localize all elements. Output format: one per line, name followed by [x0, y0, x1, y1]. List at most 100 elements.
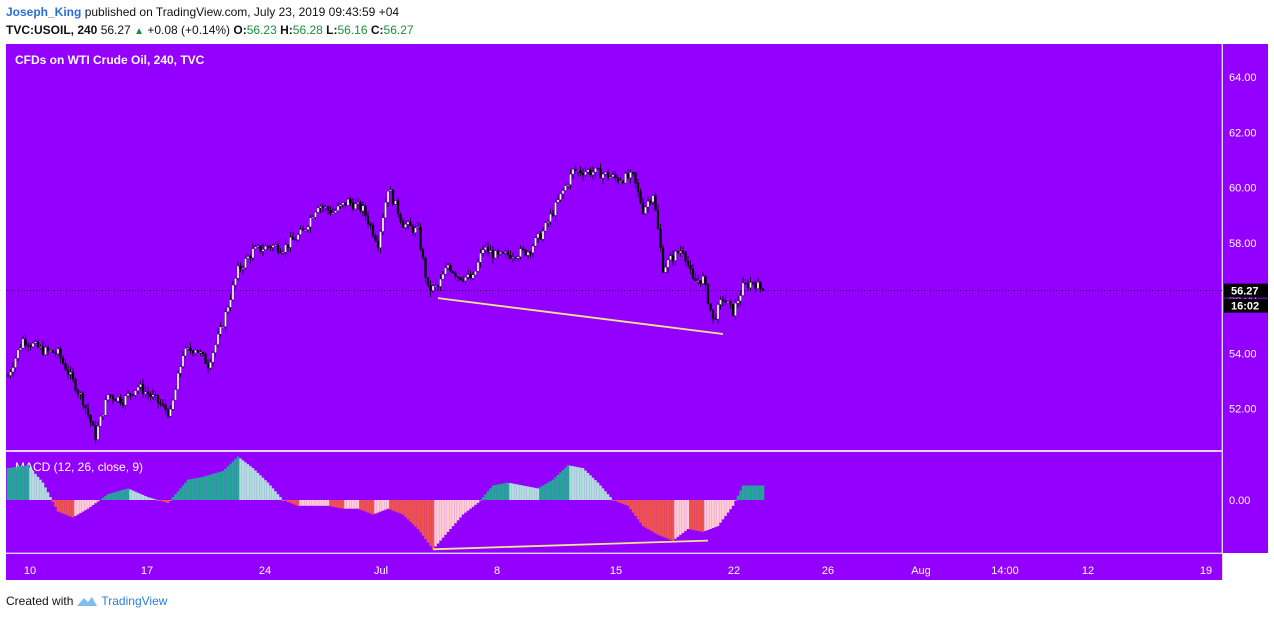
candle-up: [526, 251, 530, 256]
macd-bar: [226, 466, 230, 500]
candle-up: [404, 224, 407, 228]
candle-down: [704, 276, 707, 285]
macd-bar: [374, 500, 377, 514]
macd-bar: [284, 500, 287, 501]
candle-down: [721, 299, 725, 301]
price-pane[interactable]: [6, 44, 1222, 450]
candle-down: [399, 214, 402, 222]
macd-bar: [341, 500, 345, 509]
candle-up: [534, 237, 537, 247]
candle-up: [116, 397, 120, 402]
macd-bar: [676, 500, 680, 537]
macd-bar: [241, 460, 245, 500]
time-axis[interactable]: [6, 554, 1222, 580]
candle-up: [221, 326, 225, 328]
macd-bar: [391, 500, 395, 511]
candle-up: [339, 204, 342, 207]
candle-up: [99, 416, 102, 427]
macd-bar: [171, 497, 175, 500]
macd-bar: [729, 500, 732, 510]
macd-bar: [359, 500, 362, 510]
macd-bar: [616, 500, 620, 502]
candle-up: [571, 169, 575, 175]
candle-up: [106, 394, 110, 401]
macd-bar: [484, 494, 487, 500]
macd-bar: [686, 500, 690, 529]
macd-bar: [384, 500, 387, 510]
macd-bar: [561, 470, 565, 500]
candle-down: [64, 363, 67, 371]
candle-down: [506, 251, 510, 256]
candle-up: [734, 302, 737, 316]
macd-bar: [91, 500, 95, 506]
candle-up: [484, 247, 487, 250]
price-axis[interactable]: [1223, 44, 1268, 553]
macd-bar: [456, 500, 460, 521]
chart-canvas[interactable]: CFDs on WTI Crude Oil, 240, TVC MACD (12…: [0, 40, 1274, 580]
macd-bar: [491, 485, 495, 500]
macd-bar: [639, 500, 642, 523]
macd-bar: [309, 500, 312, 506]
macd-bar: [346, 500, 350, 509]
candle-down: [156, 395, 160, 403]
candle-down: [754, 282, 757, 289]
price-trendline[interactable]: [437, 297, 724, 335]
candle-up: [611, 174, 615, 177]
macd-bar: [99, 499, 102, 501]
macd-bar: [201, 476, 205, 500]
chart-title: CFDs on WTI Crude Oil, 240, TVC: [15, 53, 205, 67]
macd-bar: [756, 485, 760, 500]
macd-bar: [46, 492, 50, 500]
time-tick-label: 19: [1200, 565, 1212, 577]
candle-up: [604, 172, 607, 175]
candle-up: [736, 300, 740, 304]
macd-bar: [621, 500, 625, 504]
macd-pane[interactable]: [6, 452, 1222, 553]
macd-bar: [94, 500, 97, 504]
macd-bar: [499, 484, 502, 500]
candle-down: [279, 251, 282, 254]
macd-bar: [601, 488, 605, 500]
candle-up: [151, 394, 155, 397]
time-tick-label: 12: [1082, 565, 1094, 577]
candle-up: [251, 248, 255, 258]
candle-down: [759, 282, 762, 289]
macd-bar: [321, 500, 325, 506]
macd-bar: [59, 500, 62, 513]
candle-up: [441, 274, 445, 280]
candle-up: [576, 170, 580, 172]
candle-up: [564, 185, 567, 191]
candle-up: [126, 393, 130, 396]
macd-bar: [726, 500, 730, 513]
macd-bar: [34, 473, 37, 500]
candle-up: [504, 251, 507, 254]
tradingview-link[interactable]: TradingView: [101, 594, 168, 608]
candle-up: [209, 362, 212, 369]
author-link[interactable]: Joseph_King: [6, 5, 82, 19]
candle-up: [234, 278, 237, 286]
candle-down: [751, 282, 755, 284]
candle-down: [29, 345, 32, 348]
macd-bar: [144, 496, 147, 500]
macd-bar: [121, 489, 125, 500]
candle-up: [511, 257, 515, 259]
macd-bar: [279, 497, 282, 500]
candle-up: [21, 338, 25, 349]
macd-trendline[interactable]: [432, 539, 709, 551]
macd-bar: [419, 500, 422, 533]
macd-bar: [29, 468, 32, 500]
candle-down: [426, 277, 430, 286]
candle-up: [184, 348, 187, 357]
time-tick-label: 14:00: [991, 565, 1019, 577]
macd-bar: [74, 500, 77, 516]
macd-bar: [81, 500, 85, 512]
macd-bar: [409, 500, 412, 522]
macd-bar: [664, 500, 667, 538]
candle-down: [189, 347, 192, 351]
candle-down: [684, 251, 687, 262]
macd-bar: [349, 500, 352, 509]
open-label: O:: [233, 23, 247, 37]
macd-bar: [319, 500, 322, 506]
macd-bar: [179, 488, 182, 500]
candle-up: [319, 206, 322, 209]
